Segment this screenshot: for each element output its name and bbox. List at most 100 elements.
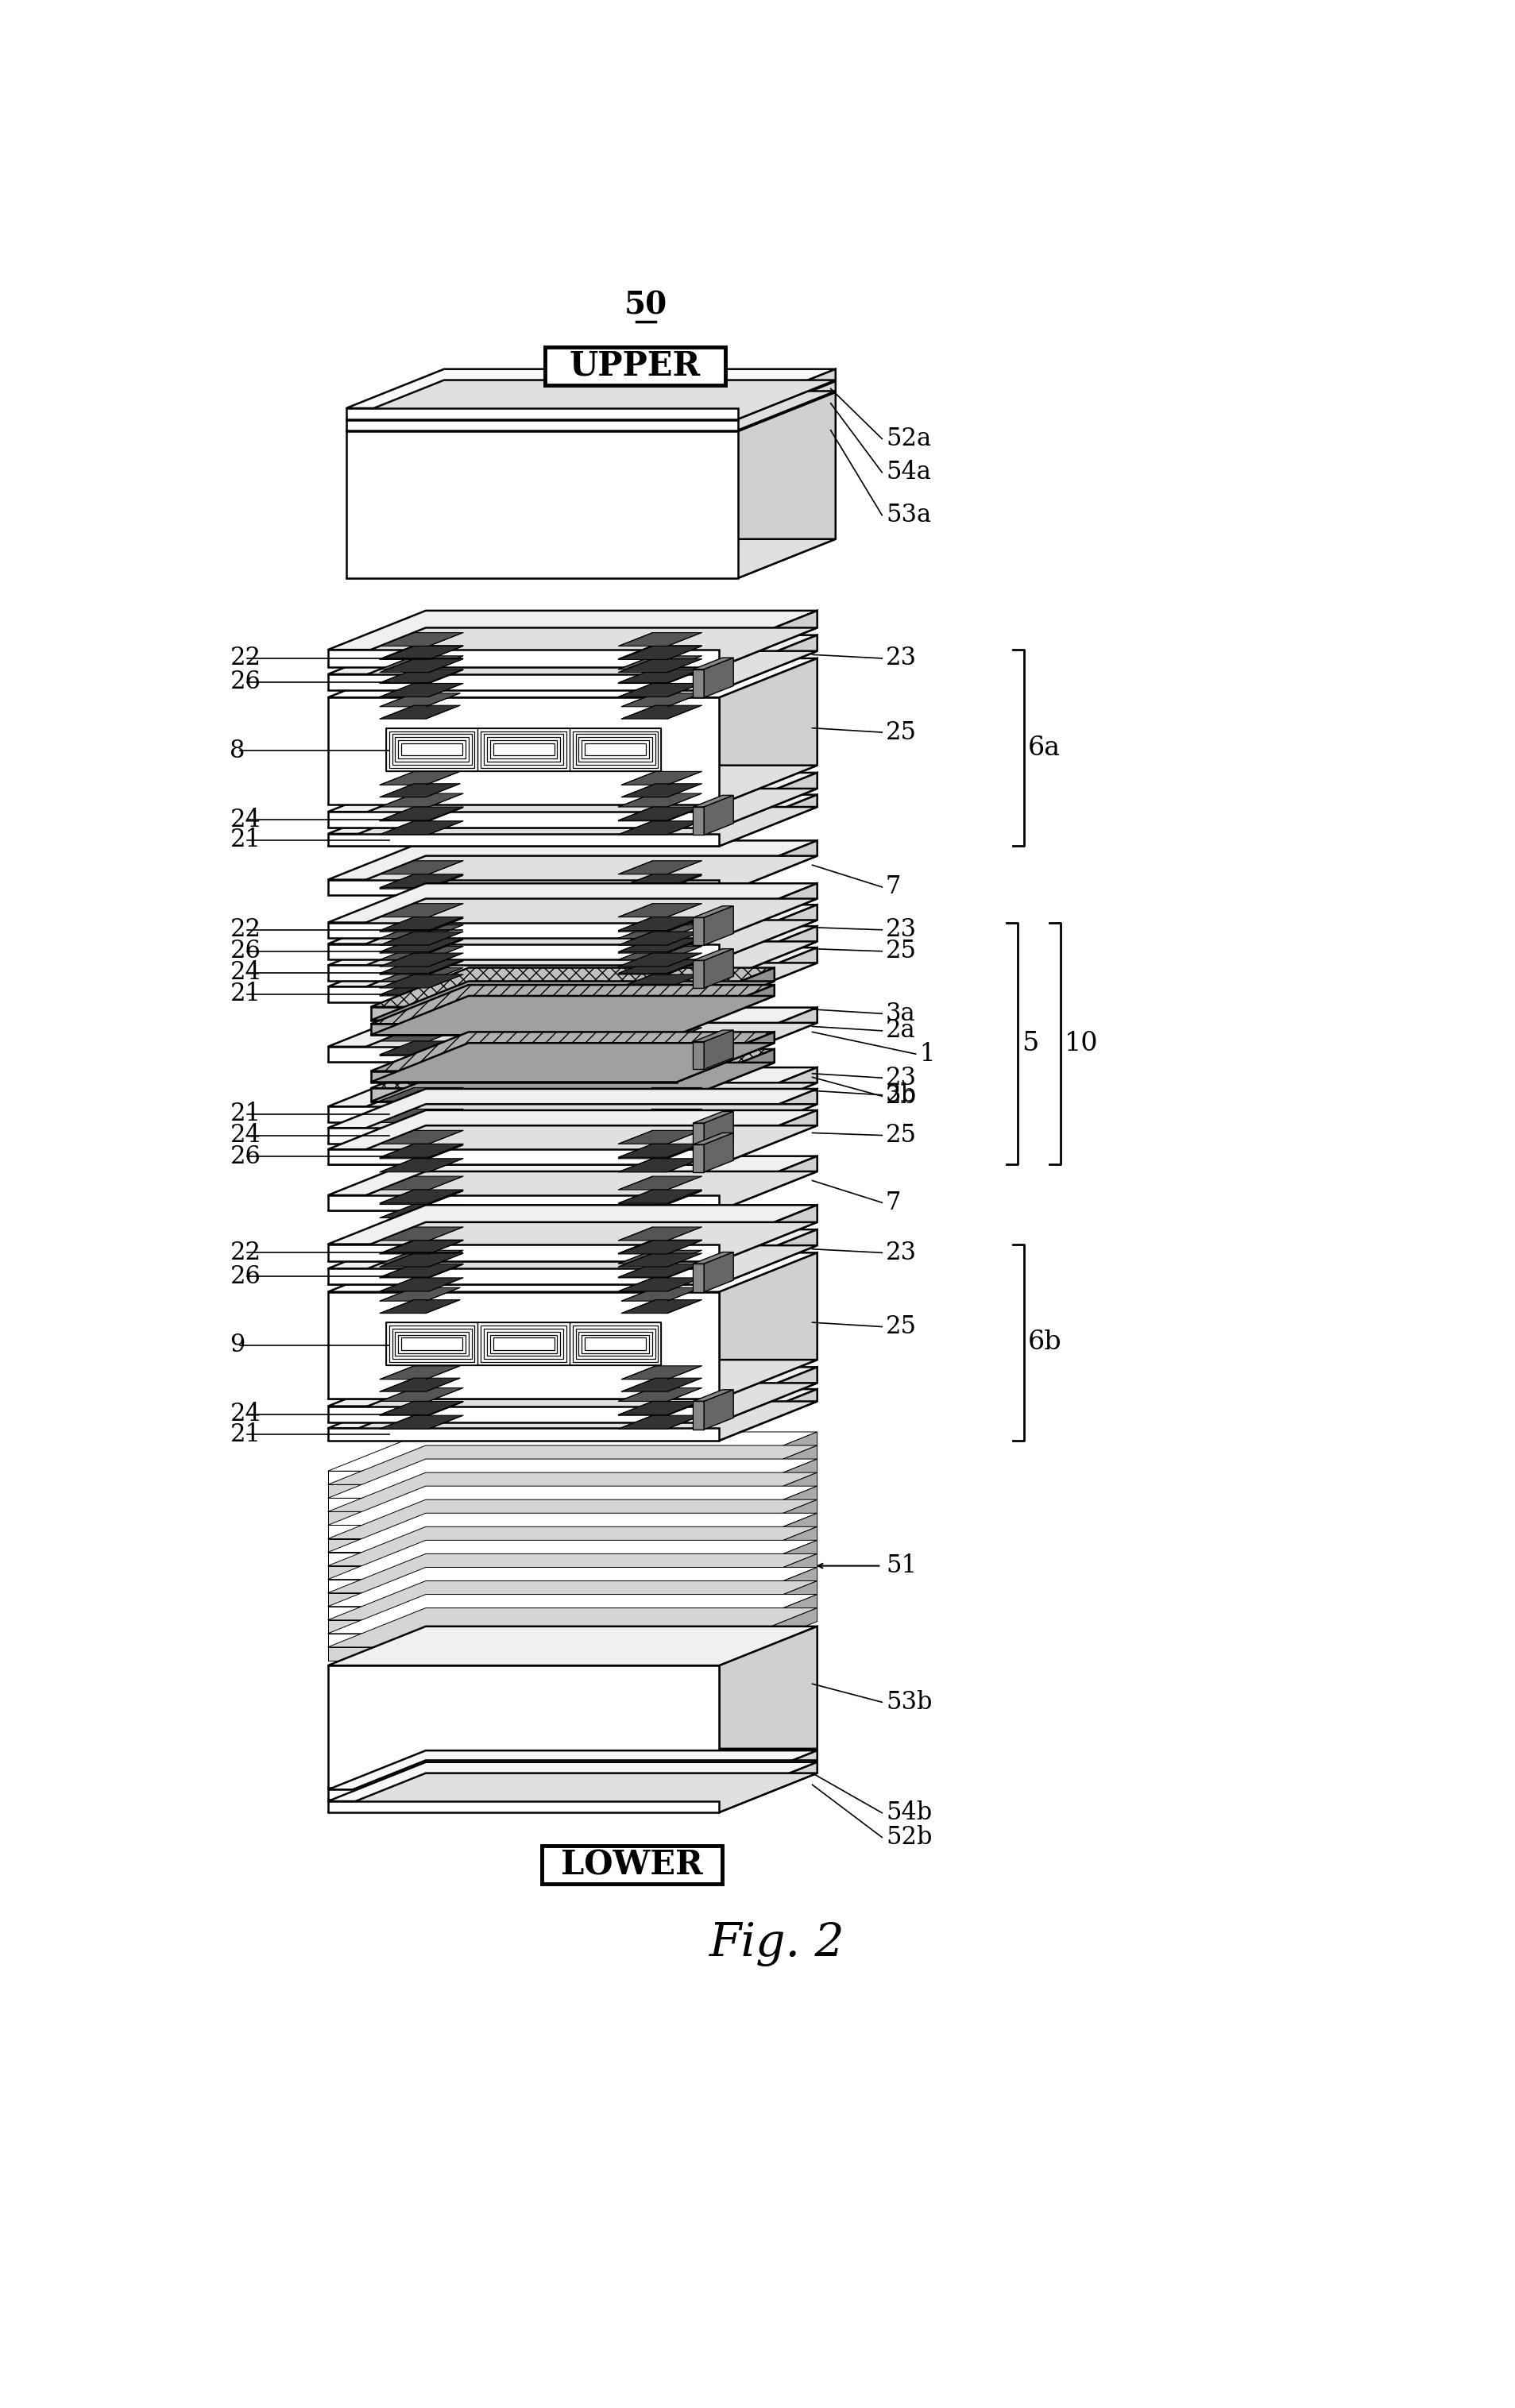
Text: 8: 8 (230, 739, 245, 763)
Polygon shape (380, 684, 462, 696)
Polygon shape (618, 997, 701, 1009)
Polygon shape (618, 925, 701, 939)
Polygon shape (618, 874, 701, 889)
Polygon shape (380, 655, 462, 669)
Polygon shape (720, 1527, 817, 1580)
Polygon shape (380, 1264, 462, 1276)
Polygon shape (327, 1580, 720, 1594)
Polygon shape (720, 1230, 817, 1283)
Polygon shape (371, 980, 774, 1021)
Polygon shape (380, 1100, 462, 1115)
Polygon shape (720, 1110, 817, 1165)
Polygon shape (720, 1594, 817, 1647)
Text: 7: 7 (885, 1190, 900, 1216)
Polygon shape (371, 1050, 774, 1088)
Polygon shape (692, 949, 733, 961)
Polygon shape (327, 1445, 817, 1486)
Text: 2b: 2b (885, 1084, 917, 1108)
Text: 24: 24 (230, 807, 261, 833)
Polygon shape (380, 1228, 462, 1240)
Polygon shape (327, 987, 720, 1002)
Polygon shape (618, 669, 701, 684)
Polygon shape (720, 1204, 817, 1262)
Polygon shape (327, 1594, 817, 1633)
Polygon shape (720, 840, 817, 896)
Polygon shape (327, 1023, 817, 1062)
Polygon shape (618, 1204, 701, 1218)
Polygon shape (327, 944, 720, 958)
Text: 21: 21 (230, 828, 261, 852)
Polygon shape (327, 1760, 817, 1799)
Text: 52a: 52a (885, 426, 930, 450)
Polygon shape (618, 807, 701, 821)
Polygon shape (327, 1149, 720, 1165)
Polygon shape (703, 1132, 733, 1173)
Polygon shape (618, 1137, 701, 1151)
Polygon shape (618, 917, 701, 929)
Polygon shape (380, 1115, 462, 1129)
Polygon shape (618, 1192, 701, 1204)
Polygon shape (380, 669, 462, 684)
Polygon shape (371, 1007, 676, 1021)
Text: 26: 26 (230, 1144, 261, 1168)
Polygon shape (618, 1401, 701, 1416)
Polygon shape (692, 807, 703, 836)
Polygon shape (380, 1190, 462, 1204)
Polygon shape (380, 1137, 462, 1151)
Polygon shape (676, 1033, 774, 1081)
Polygon shape (618, 1028, 701, 1040)
Text: 52b: 52b (885, 1825, 932, 1849)
Polygon shape (327, 855, 817, 896)
Polygon shape (327, 1471, 720, 1486)
Polygon shape (380, 1088, 462, 1100)
Polygon shape (327, 1633, 720, 1647)
Polygon shape (703, 1112, 733, 1151)
Polygon shape (618, 954, 701, 966)
Polygon shape (327, 1084, 817, 1122)
Polygon shape (720, 1067, 817, 1122)
Text: 21: 21 (230, 1100, 261, 1127)
Polygon shape (720, 1445, 817, 1498)
Text: 54b: 54b (885, 1801, 932, 1825)
Polygon shape (621, 783, 701, 797)
Polygon shape (738, 380, 835, 431)
Polygon shape (327, 927, 817, 966)
Polygon shape (327, 773, 817, 811)
Polygon shape (380, 660, 462, 672)
Polygon shape (618, 684, 701, 696)
Text: Fig. 2: Fig. 2 (709, 1922, 844, 1967)
Polygon shape (676, 968, 774, 1021)
Polygon shape (327, 657, 817, 698)
Polygon shape (692, 795, 733, 807)
Polygon shape (380, 807, 462, 821)
Polygon shape (380, 961, 462, 973)
Polygon shape (327, 1170, 817, 1211)
Polygon shape (327, 1512, 720, 1524)
Polygon shape (327, 1609, 817, 1647)
Text: 54a: 54a (885, 460, 930, 484)
Text: 2a: 2a (885, 1019, 915, 1043)
Polygon shape (327, 898, 817, 937)
Polygon shape (327, 1361, 817, 1399)
Polygon shape (327, 1291, 720, 1399)
Polygon shape (720, 1368, 817, 1423)
Polygon shape (380, 917, 462, 932)
Text: 24: 24 (230, 1122, 261, 1149)
Polygon shape (618, 645, 701, 660)
Text: UPPER: UPPER (570, 349, 700, 383)
Polygon shape (720, 1751, 817, 1799)
Polygon shape (703, 905, 733, 944)
Polygon shape (703, 1031, 733, 1069)
Polygon shape (380, 889, 462, 903)
Polygon shape (345, 393, 835, 431)
Polygon shape (618, 860, 701, 874)
Text: 26: 26 (230, 1264, 261, 1288)
Polygon shape (720, 1763, 817, 1813)
Text: 50: 50 (624, 291, 667, 320)
Polygon shape (380, 954, 462, 966)
Polygon shape (618, 1175, 701, 1190)
Polygon shape (327, 1512, 817, 1553)
Polygon shape (618, 807, 701, 821)
Polygon shape (618, 961, 701, 973)
Bar (545, 347, 726, 385)
